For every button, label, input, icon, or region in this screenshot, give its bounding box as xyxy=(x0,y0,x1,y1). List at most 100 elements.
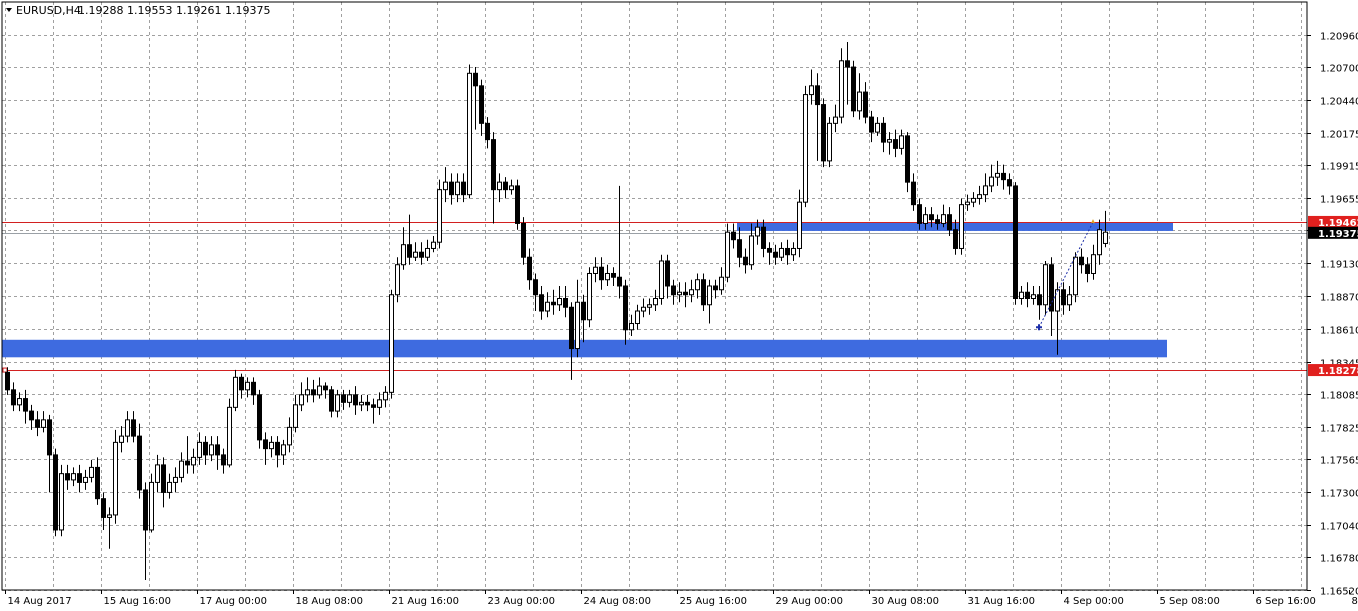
candle-body-bull xyxy=(707,285,712,306)
candle-body-bear xyxy=(323,385,328,391)
candle-body-bear xyxy=(311,389,316,396)
price-tick-label: 1.17825 xyxy=(1320,424,1358,435)
trend-start-marker-icon[interactable] xyxy=(1036,324,1042,331)
time-tick-label: 15 Aug 16:00 xyxy=(104,596,171,607)
level-price-tag-upper: 1.19462 xyxy=(1318,218,1358,229)
candle-body-bull xyxy=(83,476,88,483)
candle-body-bull xyxy=(179,460,184,478)
candle-body-bear xyxy=(365,401,370,406)
candle-body-bear xyxy=(47,419,52,456)
candle-body-bear xyxy=(917,204,922,224)
candle-body-bear xyxy=(767,247,772,253)
candle-body-bull xyxy=(887,139,892,143)
price-tick-label: 1.18085 xyxy=(1320,391,1358,402)
candle-body-bull xyxy=(725,231,730,278)
candle-body-bear xyxy=(539,294,544,312)
time-tick-label: 29 Aug 00:00 xyxy=(776,596,843,607)
candle-body-bear xyxy=(623,285,628,331)
candle-body-bear xyxy=(905,135,910,183)
price-tick-label: 1.20700 xyxy=(1320,64,1358,75)
candle-body-bear xyxy=(563,298,568,308)
candle-body-bear xyxy=(665,260,670,287)
candle-body-bull xyxy=(401,244,406,266)
price-tick-label: 1.17040 xyxy=(1320,522,1358,533)
candle-body-bull xyxy=(437,189,442,243)
candle-body-bull xyxy=(689,289,694,296)
candle-body-bear xyxy=(503,181,508,191)
level-anchor-handle[interactable] xyxy=(2,367,8,373)
candle-body-bear xyxy=(683,291,688,296)
price-tick-label: 1.19130 xyxy=(1320,260,1358,271)
candle-body-bull xyxy=(755,226,760,237)
candle-body-bear xyxy=(491,139,496,191)
level-price-tag-lower: 1.18278 xyxy=(1318,366,1358,377)
candle-body-bull xyxy=(791,247,796,256)
candle-body-bear xyxy=(35,419,40,428)
candle-body-bull xyxy=(287,426,292,446)
candle-body-bear xyxy=(761,226,766,249)
candle-body-bear xyxy=(5,371,10,391)
candle-body-bear xyxy=(881,122,886,143)
symbol-label: EURUSD,H4 xyxy=(16,4,81,17)
candle-body-bull xyxy=(305,389,310,396)
trend-line[interactable] xyxy=(1036,219,1095,331)
candle-body-bear xyxy=(161,464,166,493)
candle-body-bull xyxy=(59,473,64,531)
candle-body-bear xyxy=(77,473,82,483)
price-tick-label: 1.19655 xyxy=(1320,195,1358,206)
candle-body-bear xyxy=(527,256,532,281)
candle-body-bull xyxy=(335,394,340,412)
price-tags: 1.194621.19375 1.18278 xyxy=(1308,215,1358,377)
triangle-down-icon[interactable] xyxy=(6,8,12,12)
candle-body-bear xyxy=(479,85,484,124)
candle-body-bear xyxy=(329,389,334,412)
candle-body-bear xyxy=(185,460,190,466)
time-tick-label: 8 Sep 00:00 xyxy=(1352,596,1358,607)
candle-body-bull xyxy=(989,176,994,187)
candle-body-bear xyxy=(869,116,874,133)
candle-body-bull xyxy=(839,60,844,118)
candle-body-bear xyxy=(1007,179,1012,187)
candle-body-bear xyxy=(737,239,742,258)
candle-body-bull xyxy=(107,514,112,518)
time-tick-label: 21 Aug 16:00 xyxy=(392,596,459,607)
candle-body-bull xyxy=(125,419,130,437)
candle-body-bear xyxy=(947,214,952,231)
candle-body-bull xyxy=(653,298,658,306)
time-axis[interactable]: 14 Aug 2017 15 Aug 16:00 17 Aug 00:00 18 Au… xyxy=(5,590,1358,607)
price-tick-label: 1.18610 xyxy=(1320,326,1358,337)
candle-body-bull xyxy=(191,456,196,466)
candle-body-bear xyxy=(743,256,748,266)
candle-body-bear xyxy=(353,394,358,406)
candle-body-bear xyxy=(53,454,58,531)
candle-body-bull xyxy=(89,466,94,478)
candle-body-bull xyxy=(425,247,430,258)
candle-body-bear xyxy=(821,104,826,162)
candle-body-bull xyxy=(1031,294,1036,300)
trend-end-arrow-icon[interactable] xyxy=(1091,219,1095,224)
candle-body-bear xyxy=(143,489,148,531)
time-tick-label: 14 Aug 2017 xyxy=(8,596,72,607)
price-tick-label: 1.20440 xyxy=(1320,97,1358,108)
candle-body-bull xyxy=(113,441,118,516)
candle-body-bear xyxy=(1025,291,1030,300)
candle-body-bull xyxy=(545,301,550,312)
horizontal-levels[interactable] xyxy=(2,222,1307,373)
candle-body-bear xyxy=(449,181,454,196)
candle-body-bear xyxy=(419,251,424,258)
candle-body-bull xyxy=(1103,231,1108,244)
candle-body-bull xyxy=(965,201,970,206)
price-tick-label: 1.16780 xyxy=(1320,554,1358,565)
candle-body-bull xyxy=(1019,291,1024,300)
candle-body-bull xyxy=(377,399,382,408)
candle-body-bull xyxy=(749,235,754,266)
time-tick-label: 31 Aug 16:00 xyxy=(968,596,1035,607)
zone-rect[interactable] xyxy=(2,339,1167,358)
candle-body-bull xyxy=(455,181,460,196)
candle-body-bull xyxy=(977,194,982,199)
candle-body-bull xyxy=(299,394,304,406)
candle-body-bull xyxy=(347,394,352,403)
current-price-tag-bg xyxy=(1308,226,1358,239)
candle-body-bull xyxy=(1073,256,1078,296)
candle-body-bull xyxy=(857,91,862,112)
